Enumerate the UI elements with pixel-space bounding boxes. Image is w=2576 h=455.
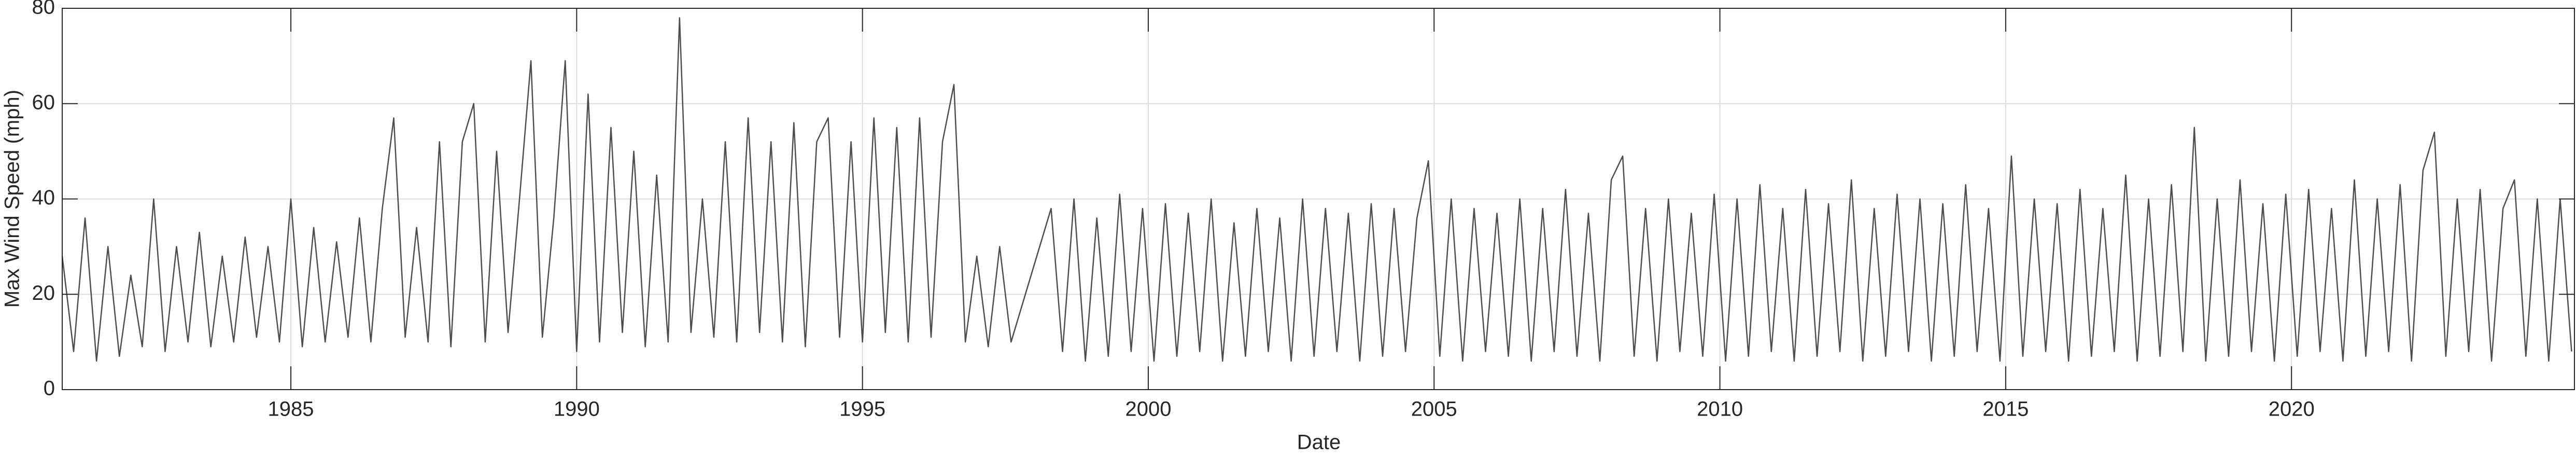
x-tick-label: 2010 xyxy=(1697,398,1743,421)
y-axis-label: Max Wind Speed (mph) xyxy=(1,90,24,308)
x-axis-label: Date xyxy=(1297,431,1341,454)
x-tick-label: 2020 xyxy=(2269,398,2315,421)
x-tick-label: 1990 xyxy=(554,398,600,421)
y-tick-label: 60 xyxy=(32,91,55,114)
y-tick-label: 0 xyxy=(44,377,55,400)
y-tick-label: 80 xyxy=(32,0,55,19)
y-tick-label: 20 xyxy=(32,282,55,305)
x-tick-label: 2000 xyxy=(1125,398,1171,421)
x-tick-label: 2005 xyxy=(1411,398,1457,421)
x-tick-label: 1985 xyxy=(268,398,314,421)
data-line xyxy=(61,17,2572,362)
y-tick-label: 40 xyxy=(32,186,55,209)
x-tick-label: 2015 xyxy=(1982,398,2029,421)
x-tick-label: 1995 xyxy=(839,398,885,421)
